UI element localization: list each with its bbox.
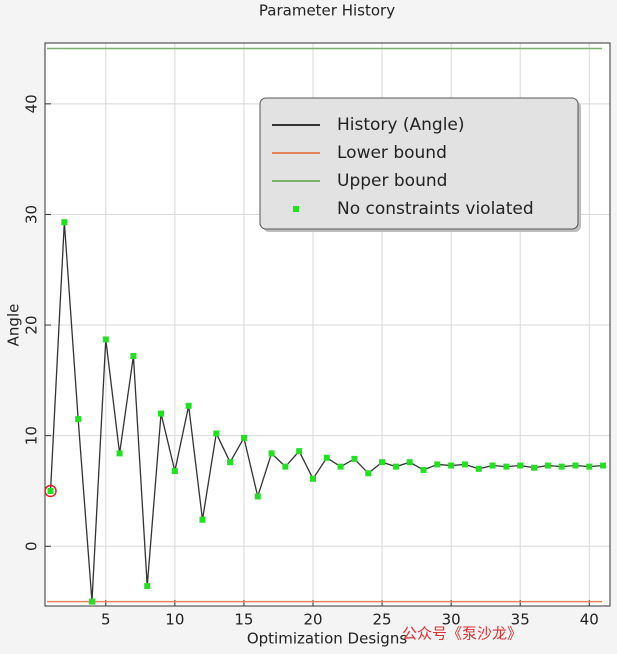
x-axis-label: Optimization Designs <box>247 630 408 648</box>
marker <box>227 459 234 466</box>
marker <box>240 434 247 441</box>
marker <box>544 462 551 469</box>
marker <box>323 454 330 461</box>
x-tick-label: 20 <box>303 611 322 629</box>
legend-label: History (Angle) <box>337 115 465 135</box>
marker <box>268 450 275 457</box>
marker <box>600 462 607 469</box>
marker <box>572 462 579 469</box>
x-tick-label: 30 <box>442 611 461 629</box>
marker <box>531 464 538 471</box>
marker <box>337 463 344 470</box>
marker <box>296 448 303 455</box>
marker <box>130 353 137 360</box>
marker <box>47 487 54 494</box>
marker <box>586 463 593 470</box>
legend-swatch <box>293 206 299 212</box>
marker <box>88 598 95 605</box>
plot-frame <box>44 42 611 607</box>
marker <box>116 450 123 457</box>
x-tick-label: 35 <box>511 611 530 629</box>
marker <box>199 516 206 523</box>
y-axis-label: Angle <box>5 304 23 347</box>
marker <box>558 463 565 470</box>
legend-label: No constraints violated <box>337 199 534 219</box>
x-tick-label: 40 <box>580 611 599 629</box>
marker <box>61 219 68 226</box>
y-tick-label: 0 <box>23 541 41 551</box>
marker <box>185 402 192 409</box>
marker <box>503 463 510 470</box>
chart-title: Parameter History <box>259 2 395 20</box>
x-tick-label: 10 <box>165 611 184 629</box>
marker <box>406 459 413 466</box>
marker <box>489 462 496 469</box>
marker <box>379 459 386 466</box>
marker <box>392 463 399 470</box>
legend-label: Lower bound <box>337 143 447 163</box>
marker <box>171 468 178 475</box>
x-tick-label: 5 <box>101 611 111 629</box>
marker <box>158 410 165 417</box>
marker <box>144 583 151 590</box>
legend-label: Upper bound <box>337 171 447 191</box>
legend <box>259 97 579 230</box>
marker <box>365 470 372 477</box>
marker <box>213 430 220 437</box>
marker <box>282 463 289 470</box>
marker <box>309 475 316 482</box>
marker <box>75 416 82 423</box>
marker <box>351 455 358 462</box>
y-tick-label: 20 <box>23 316 41 335</box>
y-tick-label: 30 <box>23 205 41 224</box>
marker <box>102 336 109 343</box>
y-tick-label: 10 <box>23 426 41 445</box>
marker <box>461 461 468 468</box>
x-tick-label: 25 <box>373 611 392 629</box>
marker <box>475 465 482 472</box>
marker <box>420 466 427 473</box>
y-tick-label: 40 <box>23 94 41 113</box>
x-tick-label: 15 <box>234 611 253 629</box>
start-marker <box>44 484 57 498</box>
marker <box>517 462 524 469</box>
marker <box>448 462 455 469</box>
watermark: 公众号《泵沙龙》 <box>402 625 522 643</box>
marker <box>434 461 441 468</box>
marker <box>254 493 261 500</box>
